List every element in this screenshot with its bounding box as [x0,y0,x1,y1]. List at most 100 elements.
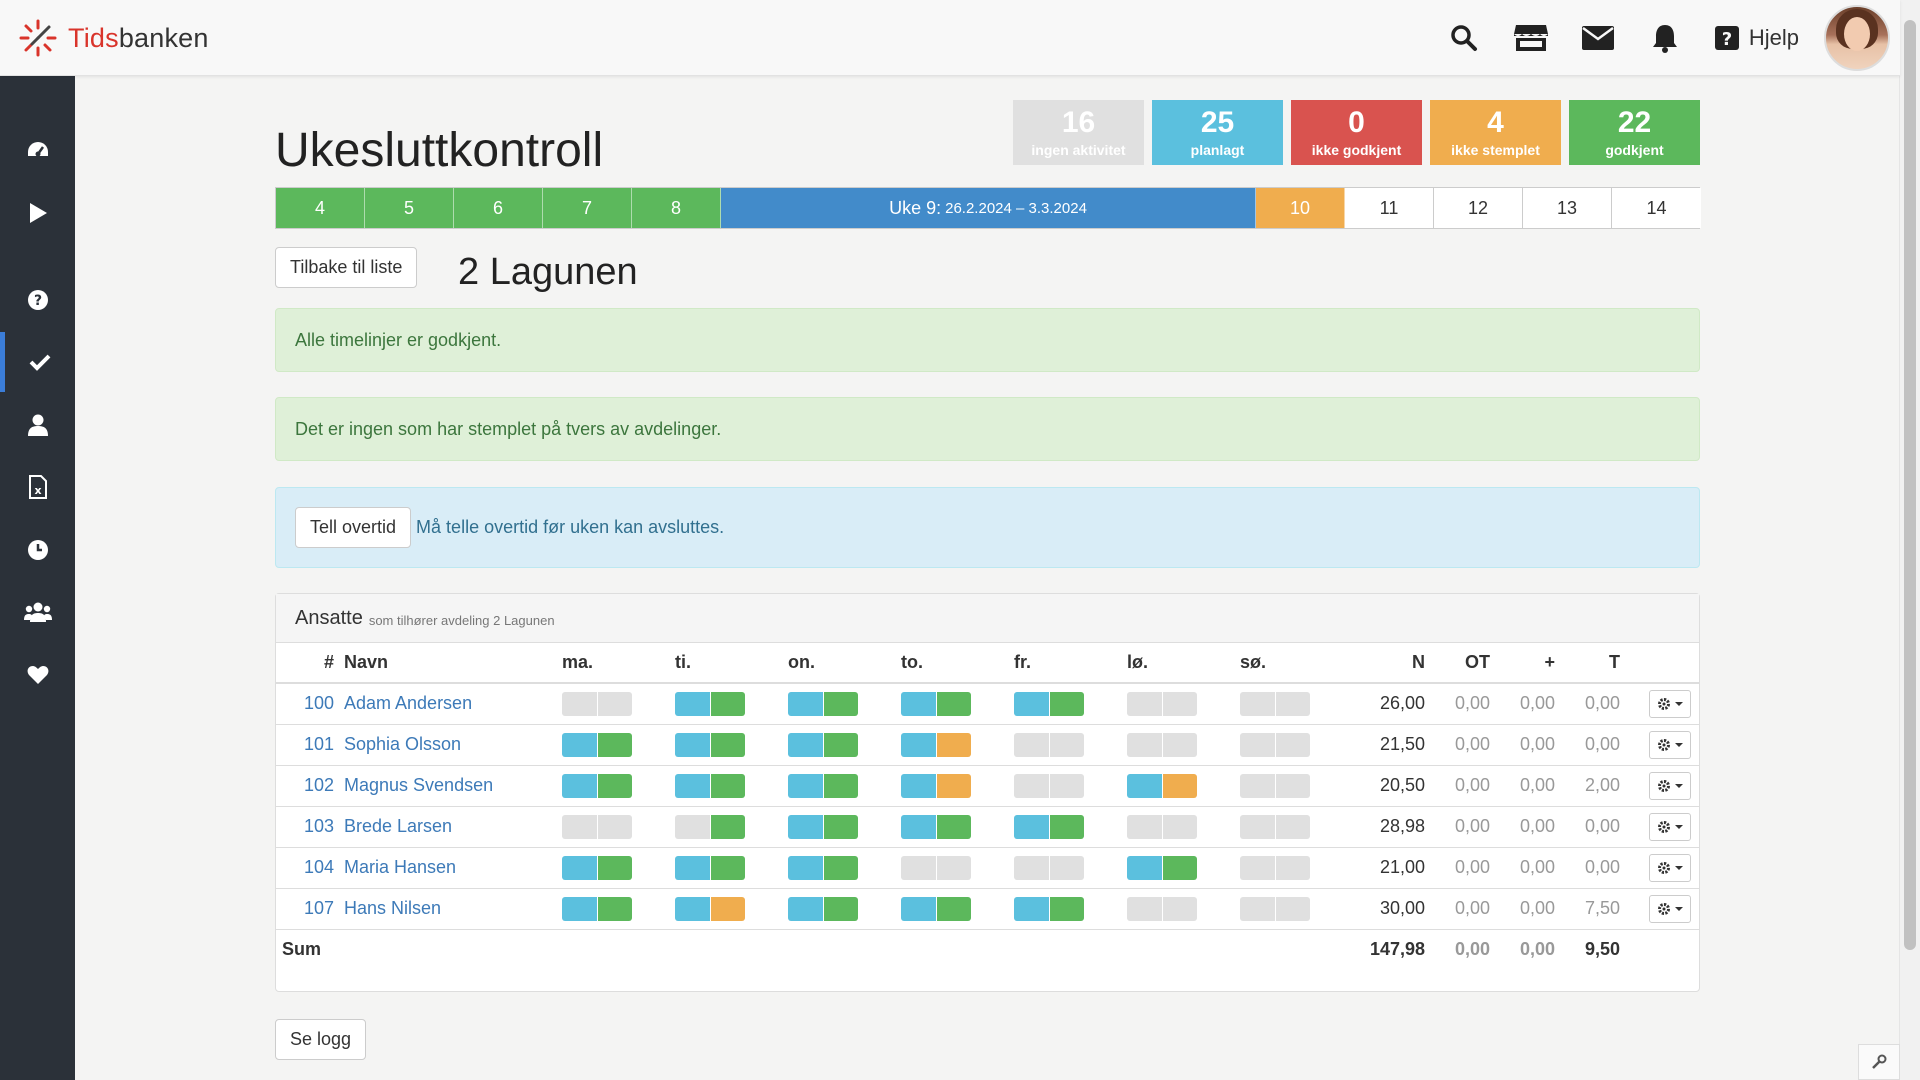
day-status-bar[interactable] [562,896,632,921]
employee-name-link[interactable]: Maria Hansen [344,857,457,877]
day-status-bar[interactable] [1240,896,1310,921]
day-status-bar[interactable] [1240,855,1310,880]
sidebar-item-export[interactable]: x [0,457,75,517]
week-tab[interactable]: 13 [1523,188,1612,228]
stat-approved[interactable]: 22 godkjent [1569,100,1700,165]
col-header-name[interactable]: Navn [344,652,389,672]
day-status-bar[interactable] [1127,691,1197,716]
day-status-bar[interactable] [675,691,745,716]
sidebar-item-time[interactable] [0,520,75,580]
view-log-button[interactable]: Se logg [275,1019,367,1060]
day-status-bar[interactable] [1014,691,1084,716]
sidebar-item-approval[interactable] [0,332,75,392]
employee-name-link[interactable]: Hans Nilsen [344,898,442,918]
vertical-scrollbar[interactable] [1899,0,1920,1080]
bell-icon[interactable] [1645,18,1685,58]
col-header-num[interactable]: # [323,652,334,672]
day-status-bar[interactable] [1127,732,1197,757]
week-tab[interactable]: 7 [543,188,632,228]
row-actions-button[interactable] [1649,853,1691,882]
day-status-bar[interactable] [788,855,858,880]
week-tab[interactable]: 14 [1612,188,1701,228]
stat-no-activity[interactable]: 16 ingen aktivitet [1013,100,1144,165]
week-tab[interactable]: 8 [632,188,721,228]
row-actions-button[interactable] [1649,771,1691,800]
day-status-bar[interactable] [788,732,858,757]
week-tab[interactable]: 5 [365,188,454,228]
search-icon[interactable] [1444,18,1484,58]
day-status-bar[interactable] [788,814,858,839]
day-status-bar[interactable] [675,855,745,880]
employee-number-link[interactable]: 102 [303,775,334,795]
mail-icon[interactable] [1578,18,1618,58]
day-status-bar[interactable] [1127,773,1197,798]
store-icon[interactable] [1511,18,1551,58]
day-status-bar[interactable] [1240,814,1310,839]
employee-number-link[interactable]: 101 [303,734,334,754]
count-overtime-button[interactable]: Tell overtid [295,507,412,548]
day-status-bar[interactable] [562,814,632,839]
help-link[interactable]: ? Hjelp [1714,25,1799,51]
day-status-bar[interactable] [1127,855,1197,880]
day-status-bar[interactable] [1014,732,1084,757]
employee-name-link[interactable]: Sophia Olsson [344,734,462,754]
employee-number-link[interactable]: 107 [303,898,334,918]
row-actions-button[interactable] [1649,894,1691,923]
sidebar-item-employees[interactable] [0,582,75,642]
week-tab-current[interactable]: Uke 9: 26.2.2024 – 3.3.2024 [721,188,1256,228]
day-status-bar[interactable] [562,773,632,798]
day-status-bar[interactable] [1127,896,1197,921]
day-status-bar[interactable] [788,691,858,716]
day-status-bar[interactable] [901,855,971,880]
stat-planned[interactable]: 25 planlagt [1152,100,1283,165]
user-avatar[interactable] [1824,4,1890,71]
day-status-bar[interactable] [562,691,632,716]
employee-number-link[interactable]: 100 [303,693,334,714]
day-status-bar[interactable] [1014,814,1084,839]
week-tab[interactable]: 11 [1345,188,1434,228]
day-status-bar[interactable] [901,773,971,798]
day-status-bar[interactable] [901,691,971,716]
employee-name-link[interactable]: Adam Andersen [344,693,473,714]
day-status-bar[interactable] [788,896,858,921]
day-status-bar[interactable] [1014,896,1084,921]
day-status-bar[interactable] [901,732,971,757]
wrench-icon[interactable] [1858,1044,1900,1080]
back-to-list-button[interactable]: Tilbake til liste [275,247,418,288]
day-status-bar[interactable] [675,732,745,757]
stat-not-stamped[interactable]: 4 ikke stemplet [1430,100,1561,165]
employee-number-link[interactable]: 104 [303,857,334,877]
week-tab[interactable]: 4 [276,188,365,228]
day-status-bar[interactable] [1127,814,1197,839]
logo[interactable]: Tidsbanken [18,18,209,58]
sidebar-item-help[interactable]: ? [0,270,75,330]
sidebar-item-user[interactable] [0,395,75,455]
day-status-bar[interactable] [901,896,971,921]
day-status-bar[interactable] [1240,732,1310,757]
day-status-bar[interactable] [901,814,971,839]
day-status-bar[interactable] [1014,855,1084,880]
employee-name-link[interactable]: Brede Larsen [344,816,453,836]
employee-number-link[interactable]: 103 [303,816,334,836]
day-status-bar[interactable] [562,855,632,880]
day-status-bar[interactable] [675,814,745,839]
day-status-bar[interactable] [562,732,632,757]
stat-not-approved[interactable]: 0 ikke godkjent [1291,100,1422,165]
employee-name-link[interactable]: Magnus Svendsen [344,775,494,795]
row-actions-button[interactable] [1649,730,1691,759]
day-status-bar[interactable] [675,773,745,798]
week-tab[interactable]: 12 [1434,188,1523,228]
week-tab[interactable]: 10 [1256,188,1345,228]
sidebar-item-dashboard[interactable] [0,120,75,180]
week-tab[interactable]: 6 [454,188,543,228]
scrollbar-thumb[interactable] [1904,20,1916,950]
day-status-bar[interactable] [788,773,858,798]
row-actions-button[interactable] [1649,812,1691,841]
row-actions-button[interactable] [1649,689,1691,718]
day-status-bar[interactable] [675,896,745,921]
sidebar-item-favorites[interactable] [0,645,75,705]
day-status-bar[interactable] [1240,691,1310,716]
sidebar-item-play[interactable] [0,183,75,243]
day-status-bar[interactable] [1240,773,1310,798]
day-status-bar[interactable] [1014,773,1084,798]
